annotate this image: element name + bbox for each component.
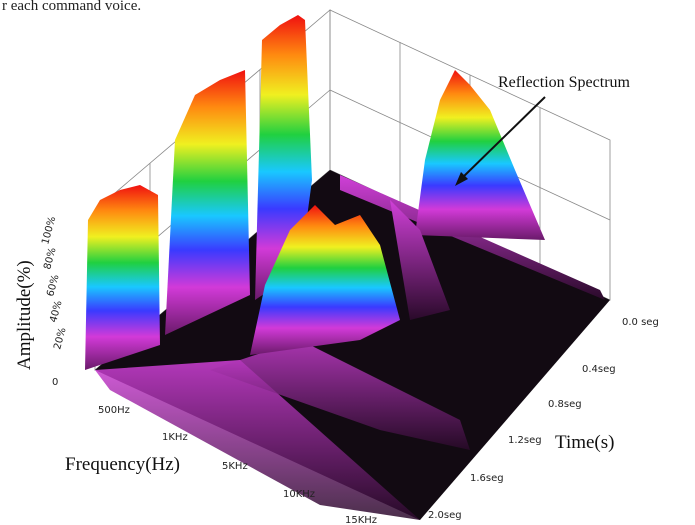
spectrogram-figure: r each command voice. Reflection Spectru… xyxy=(0,0,695,525)
amplitude-tick-label: 0 xyxy=(52,377,58,388)
frequency-tick-label: 5KHz xyxy=(222,461,248,472)
amplitude-tick-label: 40% xyxy=(48,299,64,323)
reflection-peak xyxy=(415,70,545,240)
time-tick-label: 0.4seg xyxy=(582,364,616,375)
amplitude-tick-label: 60% xyxy=(45,273,61,297)
time-axis-label: Time(s) xyxy=(555,432,614,453)
frequency-tick-label: 15KHz xyxy=(345,515,377,525)
time-tick-label: 0.0 seg xyxy=(622,317,659,328)
time-tick-label: 2.0seg xyxy=(428,510,462,521)
time-tick-label: 1.2seg xyxy=(508,435,542,446)
caption-fragment: r each command voice. xyxy=(2,0,141,14)
frequency-tick-label: 500Hz xyxy=(98,405,130,416)
amplitude-tick-label: 100% xyxy=(40,215,58,245)
frequency-axis-label: Frequency(Hz) xyxy=(65,454,180,475)
time-tick-label: 0.8seg xyxy=(548,399,582,410)
frequency-tick-label: 1KHz xyxy=(162,432,188,443)
time-tick-label: 1.6seg xyxy=(470,473,504,484)
annotation: Reflection Spectrum xyxy=(498,74,631,91)
amplitude-tick-label: 20% xyxy=(52,326,68,350)
amplitude-axis-label: Amplitude(%) xyxy=(14,260,35,370)
amplitude-tick-label: 80% xyxy=(42,246,58,270)
frequency-tick-label: 10KHz xyxy=(283,489,315,500)
peak xyxy=(85,185,160,370)
peak xyxy=(165,70,250,335)
